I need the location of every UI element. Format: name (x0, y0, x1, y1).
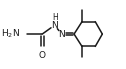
Text: H$_2$N: H$_2$N (1, 28, 20, 40)
Text: N: N (58, 30, 65, 39)
Text: H: H (53, 13, 58, 22)
Text: O: O (39, 51, 46, 60)
Text: N: N (51, 21, 58, 30)
